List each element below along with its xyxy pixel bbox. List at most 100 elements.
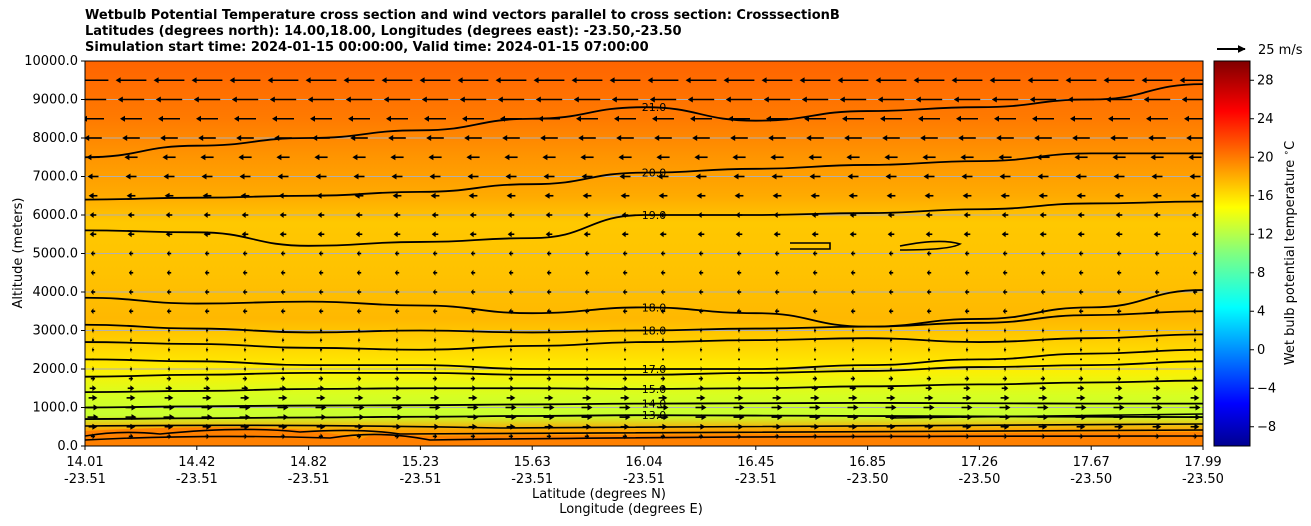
x-tick-label-lat: 17.67 [1073, 455, 1110, 470]
wind-vector-head [472, 394, 478, 401]
wind-vector-head [318, 269, 322, 276]
wind-vector-head [1001, 212, 1006, 218]
wind-vector-head [92, 366, 95, 372]
wind-vector-head [348, 115, 353, 122]
wind-vector-head [472, 385, 477, 392]
wind-vector-head [654, 135, 660, 141]
wind-vector-head [1041, 327, 1044, 334]
wind-vector-head [965, 337, 968, 344]
wind-vector-head [168, 394, 174, 401]
wind-vector-head [1040, 250, 1044, 257]
wind-vector-head [774, 289, 778, 295]
wind-vector [434, 358, 436, 361]
wind-vector-head [578, 135, 584, 141]
wind-vector-head [698, 269, 702, 276]
wind-vector-head [1116, 308, 1120, 315]
wind-vector-head [1105, 96, 1111, 103]
wind-vector-head [850, 250, 854, 257]
wind-vector [92, 358, 94, 361]
wind-vector-head [205, 337, 208, 344]
wind-vector-head [776, 385, 781, 392]
wind-vector-head [168, 385, 173, 392]
wind-vector-head [770, 154, 776, 161]
wind-vector-head [814, 394, 820, 401]
wind-vector-head [814, 366, 817, 372]
wind-vector-head [202, 192, 208, 199]
wind-vector-head [280, 250, 284, 257]
wind-vector-head [656, 154, 662, 161]
wind-vector-head [891, 404, 897, 411]
wind-vector-head [510, 433, 514, 440]
wind-vector [130, 358, 132, 361]
contour-line [85, 152, 1203, 201]
wind-vector-head [882, 135, 888, 141]
wind-vector-head [457, 77, 463, 84]
wind-vector-head [511, 414, 517, 421]
wind-vector-head [725, 96, 731, 103]
y-tick-label: 1000.0 [33, 401, 79, 416]
wind-vector-head [473, 414, 479, 421]
wind-vector-head [923, 173, 929, 180]
wind-vector-head [318, 289, 322, 295]
wind-vector-head [545, 212, 550, 218]
wind-vector-head [582, 192, 588, 199]
wind-vector [662, 358, 664, 361]
wind-vector-head [853, 404, 859, 411]
wind-vector-head [1195, 414, 1201, 421]
wind-vector-head [433, 337, 436, 344]
contour-13-right [889, 413, 1203, 419]
wind-vector-head [540, 135, 546, 141]
wind-vector-head [623, 346, 626, 353]
wind-vector-head [204, 250, 208, 257]
wind-vector-head [849, 231, 854, 238]
wind-vector-head [966, 423, 972, 430]
wind-vector-head [775, 327, 778, 334]
wind-vector-head [167, 346, 170, 353]
x-tick-label-lon: -23.51 [399, 472, 441, 487]
wind-vector-head [1154, 308, 1158, 315]
wind-vector-head [128, 250, 132, 257]
wind-vector-head [739, 414, 745, 421]
wind-vector [510, 358, 512, 361]
wind-vector [890, 358, 892, 361]
wind-vector-head [1000, 192, 1006, 199]
wind-vector-head [1118, 375, 1122, 382]
wind-vector-head [1194, 394, 1200, 401]
extra-contours [85, 240, 1203, 441]
wind-vector-head [358, 375, 362, 382]
wind-vector-head [544, 192, 550, 199]
wind-vector-head [927, 346, 930, 353]
wind-vector-head [431, 231, 436, 238]
wind-vector-head [890, 366, 893, 372]
contour-line [85, 289, 1203, 328]
colorbar-tick-label: 8 [1257, 266, 1265, 281]
wind-vector [548, 358, 550, 361]
wind-vector-head [432, 289, 436, 295]
wind-vector-head [624, 366, 627, 372]
wind-vector-head [657, 173, 663, 180]
wind-vector-head [928, 375, 932, 382]
wind-vector-head [616, 135, 622, 141]
wind-vector-head [200, 154, 206, 161]
wind-vector-head [584, 269, 588, 276]
x-tick-label-lat: 16.85 [849, 455, 886, 470]
wind-vector-head [241, 231, 246, 238]
wind-vector-head [1036, 154, 1042, 161]
wind-vector-head [850, 308, 854, 315]
wind-vector-head [282, 366, 285, 372]
wind-vector-head [662, 366, 665, 372]
wind-vector-head [431, 212, 436, 218]
wind-vector-head [426, 135, 432, 141]
wind-vector-head [320, 394, 326, 401]
wind-vector-head [128, 308, 132, 315]
contour-line [85, 333, 1203, 351]
wind-vector-head [320, 366, 323, 372]
y-tick-label: 2000.0 [33, 362, 79, 377]
wind-vector-head [1005, 404, 1011, 411]
colorbar: −8 −4 0 4 8 12 16 20 24 28 Wet bulb potential tem… [1213, 60, 1298, 447]
wind-vector-head [773, 212, 778, 218]
wind-vector-head [543, 173, 549, 180]
wind-vector-head [466, 154, 472, 161]
wind-vector-head [155, 96, 161, 103]
wind-vector-head [623, 327, 626, 334]
